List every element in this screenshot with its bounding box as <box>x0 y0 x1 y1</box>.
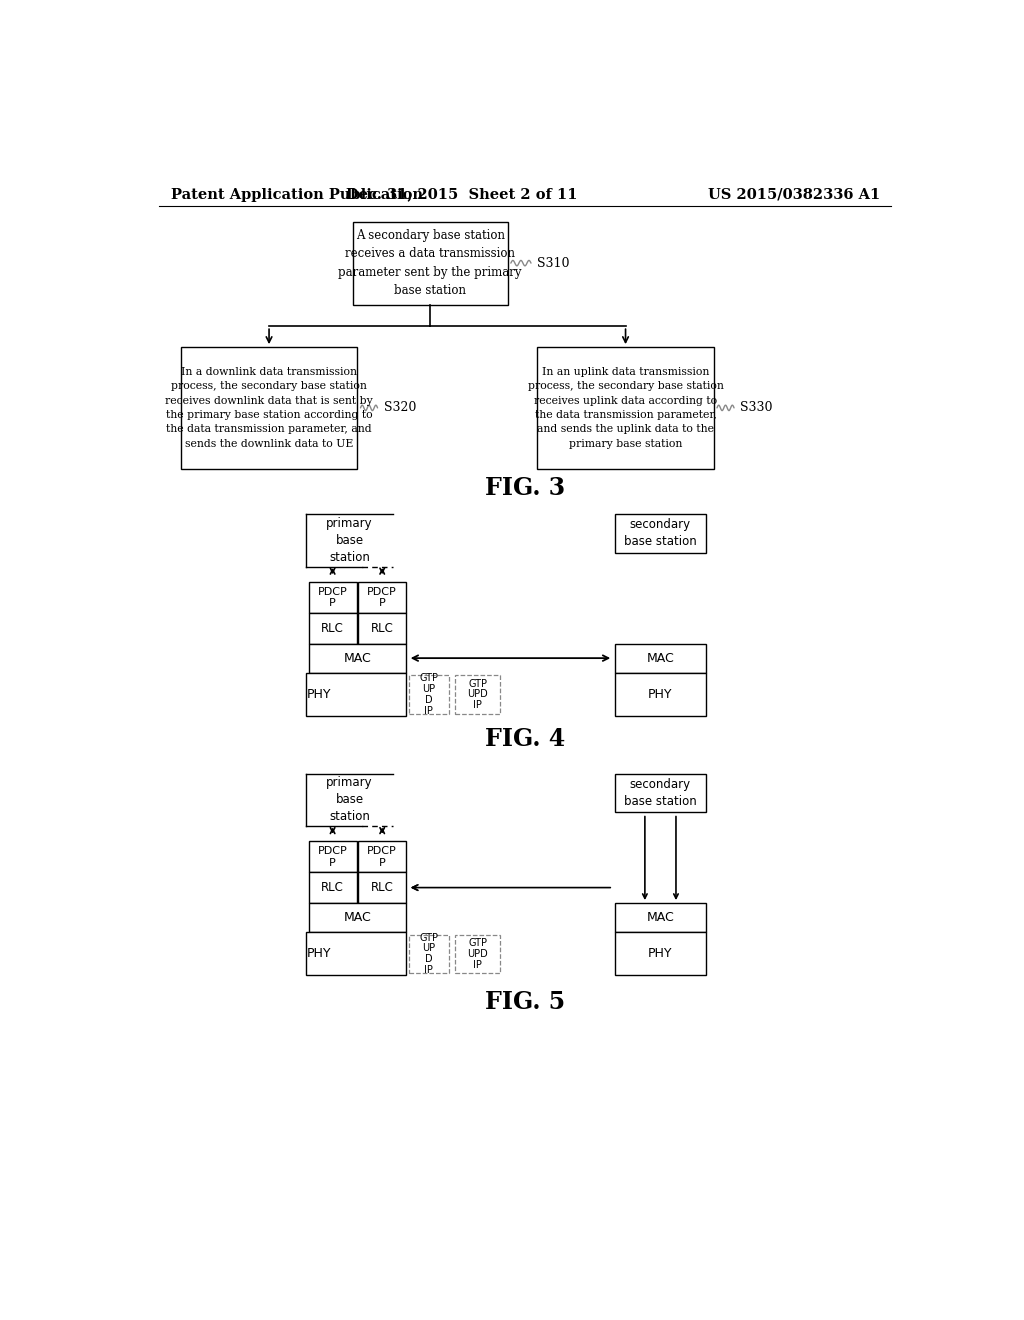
FancyBboxPatch shape <box>308 644 407 673</box>
Text: PDCP
P: PDCP P <box>317 586 347 609</box>
FancyBboxPatch shape <box>308 903 407 932</box>
FancyBboxPatch shape <box>308 612 356 644</box>
FancyBboxPatch shape <box>308 841 356 873</box>
FancyBboxPatch shape <box>180 347 357 469</box>
Text: PDCP
P: PDCP P <box>317 846 347 867</box>
Text: Patent Application Publication: Patent Application Publication <box>171 187 423 202</box>
Text: A secondary base station
receives a data transmission
parameter sent by the prim: A secondary base station receives a data… <box>339 228 522 297</box>
FancyBboxPatch shape <box>538 347 714 469</box>
Text: PHY: PHY <box>648 948 673 961</box>
Text: primary
base
station: primary base station <box>327 517 373 564</box>
Text: PDCP
P: PDCP P <box>368 846 397 867</box>
Text: MAC: MAC <box>646 652 674 665</box>
Text: PHY: PHY <box>307 688 332 701</box>
Text: MAC: MAC <box>343 652 372 665</box>
Text: PHY: PHY <box>648 688 673 701</box>
FancyBboxPatch shape <box>358 612 407 644</box>
Text: PDCP
P: PDCP P <box>368 586 397 609</box>
FancyBboxPatch shape <box>455 935 500 973</box>
Text: FIG. 5: FIG. 5 <box>484 990 565 1014</box>
Text: GTP
UP
D
IP: GTP UP D IP <box>419 673 438 715</box>
Text: PHY: PHY <box>307 948 332 961</box>
Text: GTP
UP
D
IP: GTP UP D IP <box>419 933 438 975</box>
FancyBboxPatch shape <box>358 582 407 612</box>
Text: GTP
UPD
IP: GTP UPD IP <box>467 939 487 970</box>
Text: MAC: MAC <box>343 911 372 924</box>
Text: GTP
UPD
IP: GTP UPD IP <box>467 678 487 710</box>
Text: S320: S320 <box>384 401 416 414</box>
FancyBboxPatch shape <box>358 841 407 873</box>
Text: MAC: MAC <box>646 911 674 924</box>
Text: S330: S330 <box>740 401 773 414</box>
FancyBboxPatch shape <box>306 932 407 975</box>
FancyBboxPatch shape <box>358 873 407 903</box>
FancyBboxPatch shape <box>409 935 449 973</box>
FancyBboxPatch shape <box>409 675 449 714</box>
FancyBboxPatch shape <box>614 644 707 673</box>
Text: RLC: RLC <box>371 622 393 635</box>
FancyBboxPatch shape <box>614 903 707 932</box>
Text: RLC: RLC <box>322 880 344 894</box>
Text: FIG. 4: FIG. 4 <box>484 727 565 751</box>
Text: In a downlink data transmission
process, the secondary base station
receives dow: In a downlink data transmission process,… <box>165 367 373 449</box>
FancyBboxPatch shape <box>614 515 707 553</box>
FancyBboxPatch shape <box>306 673 407 715</box>
FancyBboxPatch shape <box>352 222 508 305</box>
Text: secondary
base station: secondary base station <box>624 777 696 808</box>
Text: In an uplink data transmission
process, the secondary base station
receives upli: In an uplink data transmission process, … <box>527 367 724 449</box>
FancyBboxPatch shape <box>455 675 500 714</box>
FancyBboxPatch shape <box>614 774 707 812</box>
Text: RLC: RLC <box>371 880 393 894</box>
FancyBboxPatch shape <box>308 873 356 903</box>
Text: FIG. 3: FIG. 3 <box>484 477 565 500</box>
Text: primary
base
station: primary base station <box>327 776 373 824</box>
FancyBboxPatch shape <box>614 932 707 975</box>
Text: S310: S310 <box>538 256 569 269</box>
Text: RLC: RLC <box>322 622 344 635</box>
FancyBboxPatch shape <box>308 582 356 612</box>
Text: US 2015/0382336 A1: US 2015/0382336 A1 <box>708 187 880 202</box>
Text: Dec. 31, 2015  Sheet 2 of 11: Dec. 31, 2015 Sheet 2 of 11 <box>345 187 577 202</box>
Text: secondary
base station: secondary base station <box>624 519 696 548</box>
FancyBboxPatch shape <box>614 673 707 715</box>
